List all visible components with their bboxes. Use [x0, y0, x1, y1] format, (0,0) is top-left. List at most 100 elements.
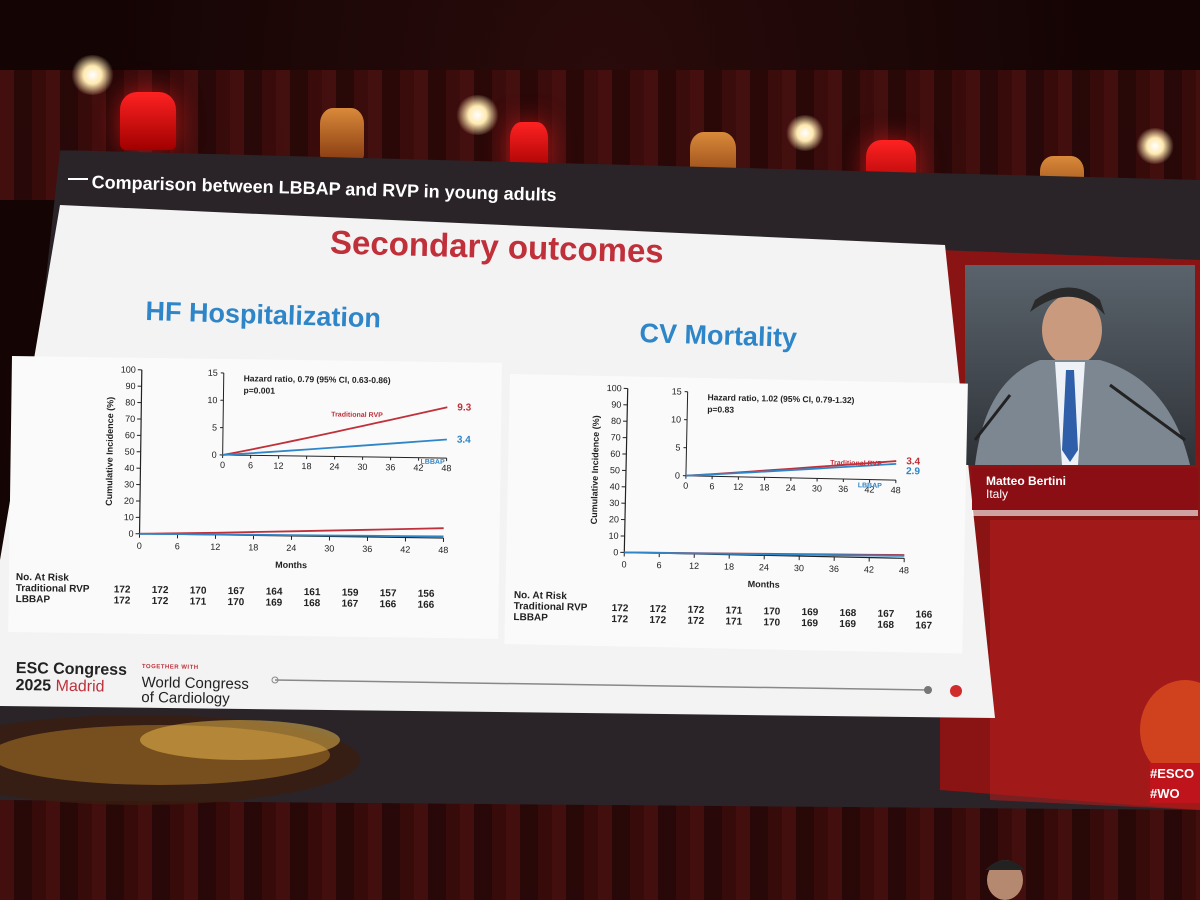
inset-x-tick-label: 0 — [220, 460, 225, 470]
world-congress-logo: TOGETHER WITH World Congress of Cardiolo… — [141, 660, 249, 708]
y-tick-label: 100 — [121, 365, 136, 375]
inset-x-tick-label: 30 — [357, 462, 367, 472]
x-tick-label: 30 — [324, 543, 334, 553]
risk-cell: 170 — [189, 585, 207, 597]
y-axis-line — [623, 388, 629, 553]
risk-cell: 167 — [227, 585, 245, 598]
inset-y-tick-label: 15 — [208, 368, 218, 378]
risk-cell: 171 — [725, 605, 743, 617]
x-tick-label: 42 — [864, 564, 874, 574]
hazard-ratio-text: Hazard ratio, 1.02 (95% CI, 0.79-1.32) — [707, 392, 854, 405]
p-value-text: p=0.001 — [243, 385, 275, 395]
hazard-ratio-text: Hazard ratio, 0.79 (95% CI, 0.63-0.86) — [244, 373, 391, 385]
inset-x-tick-label: 6 — [709, 481, 714, 491]
risk-row-label: LBBAP — [513, 611, 548, 624]
title-dash — [68, 178, 88, 180]
x-axis-label: Months — [275, 560, 307, 570]
x-tick-label: 12 — [210, 542, 220, 552]
esc-city: Madrid — [55, 677, 105, 696]
risk-cell: 169 — [265, 597, 283, 609]
inset-lbbap-curve — [222, 438, 447, 456]
rvp-series-label: Traditional RVP — [830, 460, 882, 468]
risk-cell: 168 — [839, 607, 857, 620]
risk-cell: 172 — [687, 615, 705, 627]
lbbap-series-label: LBBAP — [858, 482, 883, 490]
inset-x-tick-label: 30 — [812, 483, 822, 493]
risk-cell: 172 — [113, 595, 131, 607]
risk-cell: 167 — [341, 598, 359, 610]
lbbap-end-value: 3.4 — [457, 435, 471, 446]
risk-cell: 172 — [611, 614, 629, 626]
rvp-end-value: 9.3 — [457, 402, 471, 413]
y-tick-label: 100 — [607, 383, 622, 393]
x-tick-label: 30 — [794, 563, 804, 573]
hashtag: #WO — [1150, 786, 1180, 801]
risk-cell: 164 — [265, 586, 283, 598]
risk-cell: 156 — [417, 588, 435, 600]
x-tick-label: 48 — [899, 565, 909, 575]
y-tick-label: 30 — [124, 479, 134, 489]
rvp-series-label: Traditional RVP — [331, 411, 383, 419]
x-tick-label: 36 — [829, 564, 839, 574]
inset-y-tick-label: 5 — [212, 422, 217, 432]
x-tick-label: 24 — [759, 562, 769, 572]
risk-cell: 166 — [417, 599, 435, 611]
risk-cell: 170 — [227, 596, 245, 609]
y-tick-label: 50 — [125, 447, 135, 457]
inset-x-axis — [222, 454, 447, 459]
inset-x-tick-label: 6 — [248, 460, 253, 470]
spotlight — [1135, 128, 1175, 164]
risk-cell: 170 — [763, 617, 781, 629]
x-tick-label: 0 — [137, 541, 142, 551]
y-tick-label: 60 — [610, 449, 620, 459]
y-tick-label: 0 — [128, 529, 133, 539]
risk-cell: 168 — [877, 619, 895, 631]
y-tick-label: 0 — [613, 547, 618, 557]
risk-cell: 172 — [611, 603, 629, 615]
risk-cell: 172 — [113, 584, 131, 596]
inset-x-tick-label: 24 — [786, 483, 796, 493]
rvp-curve — [139, 527, 444, 535]
inset-rvp-curve — [222, 406, 448, 456]
risk-cell: 168 — [303, 598, 321, 610]
x-tick-label: 36 — [362, 544, 372, 554]
p-value-text: p=0.83 — [707, 404, 734, 415]
inset-y-tick-label: 10 — [207, 395, 217, 405]
inset-x-tick-label: 24 — [329, 461, 339, 471]
risk-cell: 161 — [303, 587, 321, 599]
x-tick-label: 6 — [175, 541, 180, 551]
spotlight — [455, 95, 500, 135]
inset-x-tick-label: 36 — [838, 484, 848, 494]
x-tick-label: 0 — [621, 559, 626, 569]
y-tick-label: 90 — [611, 400, 621, 410]
inset-x-tick-label: 12 — [733, 482, 743, 492]
y-tick-label: 70 — [611, 432, 621, 442]
x-tick-label: 12 — [689, 561, 699, 571]
x-tick-label: 18 — [724, 562, 734, 572]
risk-cell: 169 — [839, 618, 857, 631]
lbbap-end-value: 2.9 — [906, 466, 921, 477]
risk-cell: 172 — [151, 595, 169, 608]
y-tick-label: 60 — [125, 430, 135, 440]
risk-cell: 172 — [151, 584, 169, 597]
risk-cell: 159 — [341, 587, 359, 599]
risk-cell: 171 — [189, 596, 207, 608]
stage-light — [120, 92, 176, 150]
risk-cell: 167 — [877, 608, 895, 620]
inset-x-tick-label: 48 — [891, 485, 901, 495]
esc-year: 2025 — [15, 676, 52, 695]
x-tick-label: 6 — [656, 560, 661, 570]
speaker-name: Matteo Bertini — [986, 474, 1067, 488]
right-subtitle: CV Mortality — [639, 318, 798, 353]
hashtag: #ESCO — [1150, 766, 1195, 781]
risk-row-label: LBBAP — [15, 593, 51, 606]
esc-congress-logo: ESC Congress 2025 Madrid — [15, 660, 127, 696]
inset-y-tick-label: 15 — [672, 386, 682, 396]
stage-light — [320, 108, 364, 160]
y-axis-label: Cumulative Incidence (%) — [589, 415, 601, 524]
inset-x-tick-label: 36 — [385, 462, 395, 472]
risk-cell: 157 — [379, 588, 397, 600]
y-tick-label: 40 — [610, 482, 620, 492]
